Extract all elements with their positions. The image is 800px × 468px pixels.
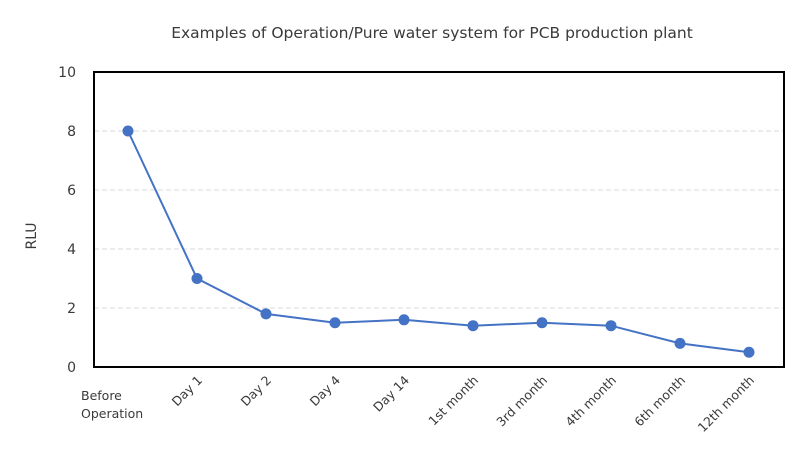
plot-area-frame xyxy=(93,71,785,368)
y-tick-label: 8 xyxy=(67,124,76,140)
chart-title: Examples of Operation/Pure water system … xyxy=(171,24,693,42)
data-point xyxy=(536,317,548,329)
y-tick-label: 6 xyxy=(67,183,76,199)
x-tick-label: Day 2 xyxy=(238,373,274,409)
data-point xyxy=(122,125,134,137)
data-point xyxy=(398,314,410,326)
x-axis-ticks: Before Operation Day 1 Day 2 Day 4 Day 14 1st … xyxy=(81,372,757,434)
data-point xyxy=(674,337,686,349)
x-tick-label: Day 4 xyxy=(307,372,344,409)
y-axis-label: RLU xyxy=(24,222,40,249)
series-group xyxy=(122,125,755,358)
y-tick-label: 0 xyxy=(67,360,76,376)
x-tick-label: 1st month xyxy=(425,373,481,429)
data-point xyxy=(467,320,479,332)
y-tick-label: 10 xyxy=(58,65,76,81)
data-point xyxy=(329,317,341,329)
x-tick-label: 4th month xyxy=(562,373,619,430)
x-tick-label: 6th month xyxy=(631,373,688,430)
data-point xyxy=(743,346,755,358)
x-tick-label: Day 1 xyxy=(169,373,205,409)
y-tick-label: 2 xyxy=(67,301,76,317)
data-point xyxy=(191,273,203,284)
x-tick-label: Before xyxy=(81,388,122,403)
x-tick-label: 3rd month xyxy=(493,373,550,430)
y-tick-label: 4 xyxy=(67,242,76,258)
series-line xyxy=(127,130,750,354)
x-tick-label: 12th month xyxy=(695,373,757,435)
gridlines xyxy=(94,130,784,309)
y-axis-ticks: 0 2 4 6 8 10 xyxy=(58,65,76,376)
data-point xyxy=(605,320,617,332)
x-tick-label: Operation xyxy=(81,406,143,421)
x-tick-label: Day 14 xyxy=(370,372,412,414)
data-point xyxy=(260,308,272,320)
